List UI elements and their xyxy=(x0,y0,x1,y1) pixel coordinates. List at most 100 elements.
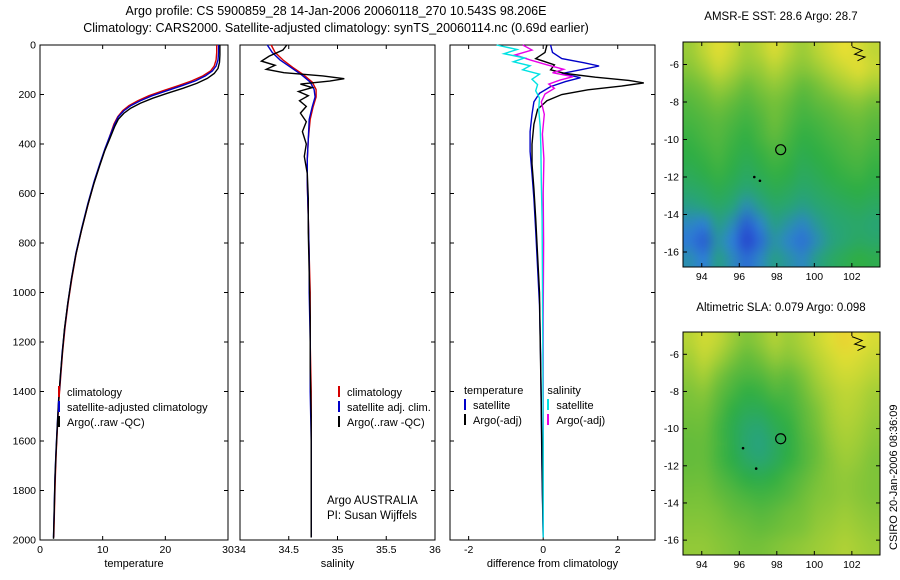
svg-text:96: 96 xyxy=(733,559,745,571)
figure-title: Argo profile: CS 5900859_28 14-Jan-2006 … xyxy=(0,3,672,37)
svg-text:-6: -6 xyxy=(670,349,679,361)
legend-label: Argo(..raw -QC) xyxy=(347,417,425,429)
legend-line-sample xyxy=(338,401,340,412)
svg-text:102: 102 xyxy=(843,559,861,571)
legend-label: climatology xyxy=(67,387,123,399)
svg-text:temperature: temperature xyxy=(104,558,163,570)
svg-text:10: 10 xyxy=(97,544,109,556)
legend-entry: satellite-adjusted climatology xyxy=(58,401,228,416)
legend-label: satellite xyxy=(473,400,511,412)
series-argo-raw-qc- xyxy=(52,45,221,539)
figure-title-line1: Argo profile: CS 5900859_28 14-Jan-2006 … xyxy=(125,4,547,18)
legend-entry: satellite xyxy=(464,399,523,414)
svg-text:102: 102 xyxy=(843,271,861,283)
legend-line-sample xyxy=(338,416,340,427)
legend-group: salinity satellite Argo(-adj) xyxy=(547,384,605,429)
series-climatology xyxy=(53,45,218,538)
credit-text: CSIRO 20-Jan-2006 08:36:09 xyxy=(888,404,900,550)
svg-text:100: 100 xyxy=(806,271,824,283)
legend-label: Argo(..raw -QC) xyxy=(67,417,145,429)
svg-text:98: 98 xyxy=(771,559,783,571)
svg-text:2: 2 xyxy=(615,544,621,556)
svg-text:1800: 1800 xyxy=(13,485,37,497)
salinity-legend: climatology satellite adj. clim. Argo(..ra… xyxy=(338,386,435,431)
svg-text:35: 35 xyxy=(332,544,344,556)
svg-text:2000: 2000 xyxy=(13,535,37,547)
legend-group: temperature satellite Argo(-adj) xyxy=(464,384,523,429)
svg-text:-12: -12 xyxy=(664,460,679,472)
svg-text:1200: 1200 xyxy=(13,337,37,349)
svg-text:34: 34 xyxy=(234,544,246,556)
attribution: Argo AUSTRALIA PI: Susan Wijffels xyxy=(327,494,418,524)
attribution-line1: Argo AUSTRALIA xyxy=(327,495,418,507)
svg-text:-12: -12 xyxy=(664,172,679,184)
svg-text:94: 94 xyxy=(696,559,708,571)
legend-entry: climatology xyxy=(338,386,435,401)
legend-label: Argo(-adj) xyxy=(473,415,522,427)
svg-text:34.5: 34.5 xyxy=(279,544,300,556)
legend-label: Argo(-adj) xyxy=(556,415,606,427)
svg-text:0: 0 xyxy=(540,544,546,556)
legend-label: climatology xyxy=(347,387,403,399)
svg-text:salinity: salinity xyxy=(321,558,355,570)
svg-text:100: 100 xyxy=(806,559,824,571)
legend-entry: Argo(..raw -QC) xyxy=(338,416,435,431)
legend-entry: Argo(..raw -QC) xyxy=(58,416,228,431)
salinity-series xyxy=(259,44,345,538)
difference-series xyxy=(496,44,644,538)
sla-map-image xyxy=(683,332,880,555)
sst-map-image xyxy=(683,42,880,267)
svg-text:400: 400 xyxy=(18,139,36,151)
series-salinity-argo-adj- xyxy=(512,44,574,538)
legend-line-sample xyxy=(58,386,60,397)
legend-entry: Argo(-adj) xyxy=(464,414,523,429)
series-salinity-satellite xyxy=(496,44,544,538)
svg-text:-10: -10 xyxy=(664,134,679,146)
svg-text:-8: -8 xyxy=(670,386,679,398)
svg-text:36: 36 xyxy=(429,544,441,556)
sst-map-title: AMSR-E SST: 28.6 Argo: 28.7 xyxy=(704,11,858,23)
svg-text:-8: -8 xyxy=(670,97,679,109)
temperature-series xyxy=(52,45,221,539)
legend-label: satellite xyxy=(556,400,594,412)
svg-text:96: 96 xyxy=(733,271,745,283)
legend-label: satellite adj. clim. xyxy=(347,402,431,414)
svg-text:difference from climatology: difference from climatology xyxy=(487,558,619,570)
legend-group-header: salinity xyxy=(547,385,581,397)
legend-line-sample xyxy=(58,416,60,427)
svg-text:0: 0 xyxy=(30,40,36,52)
legend-line-sample xyxy=(338,386,340,397)
svg-text:600: 600 xyxy=(18,188,36,200)
svg-text:-14: -14 xyxy=(664,497,679,509)
svg-text:30: 30 xyxy=(222,544,234,556)
salinity-axes-box xyxy=(239,44,436,541)
legend-entry: satellite adj. clim. xyxy=(338,401,435,416)
series-temperature-argo-adj- xyxy=(531,44,644,538)
legend-label: satellite-adjusted climatology xyxy=(67,402,208,414)
svg-text:1400: 1400 xyxy=(13,386,37,398)
svg-text:800: 800 xyxy=(18,238,36,250)
svg-text:20: 20 xyxy=(159,544,171,556)
legend-line-sample xyxy=(547,399,550,410)
svg-text:35.5: 35.5 xyxy=(376,544,397,556)
temperature-axes-box xyxy=(39,44,229,541)
figure-title-line2: Climatology: CARS2000. Satellite-adjuste… xyxy=(83,21,589,35)
svg-text:200: 200 xyxy=(18,89,36,101)
legend-line-sample xyxy=(464,399,466,410)
svg-text:-2: -2 xyxy=(464,544,473,556)
svg-text:-16: -16 xyxy=(664,535,679,547)
svg-text:98: 98 xyxy=(771,271,783,283)
legend-line-sample xyxy=(547,414,550,425)
legend-entry: Argo(-adj) xyxy=(547,414,605,429)
series-satellite-adj-clim- xyxy=(266,44,316,538)
legend-group-header: temperature xyxy=(464,385,524,397)
svg-text:-10: -10 xyxy=(664,423,679,435)
sla-map-title: Altimetric SLA: 0.079 Argo: 0.098 xyxy=(696,302,866,314)
svg-text:94: 94 xyxy=(696,271,708,283)
legend-line-sample xyxy=(58,401,60,412)
difference-axes-box xyxy=(449,44,656,541)
series-temperature-satellite xyxy=(529,44,600,538)
svg-text:0: 0 xyxy=(37,544,43,556)
series-argo-raw-qc- xyxy=(259,44,345,538)
legend-line-sample xyxy=(464,414,466,425)
